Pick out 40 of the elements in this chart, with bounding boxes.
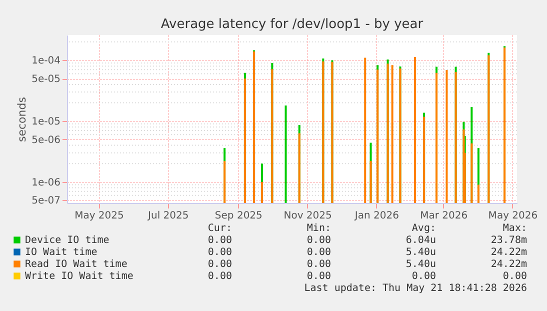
legend-label: Device IO time: [25, 235, 110, 246]
text: 6.04u: [406, 235, 436, 246]
y-tick-label: 5e-07: [32, 196, 60, 207]
text: 24.22m: [490, 259, 527, 270]
x-tick-label: Mar 2026: [420, 210, 468, 222]
x-tick-label: May 2026: [488, 210, 538, 222]
legend-label: Write IO Wait time: [25, 271, 134, 282]
text: 5.40u: [406, 259, 436, 270]
text: 0.00: [412, 271, 436, 282]
text: Max:: [502, 223, 527, 234]
y-tick-label: 5e-06: [32, 134, 60, 146]
y-axis-title: seconds: [16, 96, 29, 142]
text: 0.00: [306, 259, 331, 270]
text: 0.00: [306, 247, 331, 258]
legend-label: Read IO Wait time: [25, 259, 128, 270]
text: Last update: Thu May 21 18:41:28 2026: [304, 283, 527, 294]
legend-label: IO Wait time: [25, 247, 98, 258]
text: Avg:: [412, 223, 436, 234]
text: 5.40u: [406, 247, 436, 258]
x-tick-label: Nov 2025: [284, 210, 332, 222]
text: Cur:: [208, 223, 232, 234]
text: Min:: [306, 223, 331, 234]
x-tick-label: Sep 2025: [214, 210, 262, 222]
chart-title: Average latency for /dev/loop1 - by year: [160, 17, 424, 32]
text: 0.00: [306, 235, 331, 246]
y-tick-label: 1e-06: [32, 177, 60, 188]
x-tick-label: Jul 2025: [147, 210, 189, 222]
x-tick-label: Jan 2026: [354, 210, 399, 222]
text: 23.78m: [490, 235, 527, 246]
x-tick-label: May 2025: [74, 210, 124, 222]
text: 0.00: [208, 247, 232, 258]
y-tick-label: 1e-04: [32, 56, 60, 67]
text: 0.00: [208, 235, 232, 246]
text: 0.00: [306, 271, 331, 282]
text: 24.22m: [490, 247, 527, 258]
text: 0.00: [502, 271, 527, 282]
text: 0.00: [208, 271, 232, 282]
y-tick-label: 1e-05: [32, 116, 60, 128]
y-tick-label: 5e-05: [32, 74, 60, 86]
text: 0.00: [208, 259, 232, 270]
